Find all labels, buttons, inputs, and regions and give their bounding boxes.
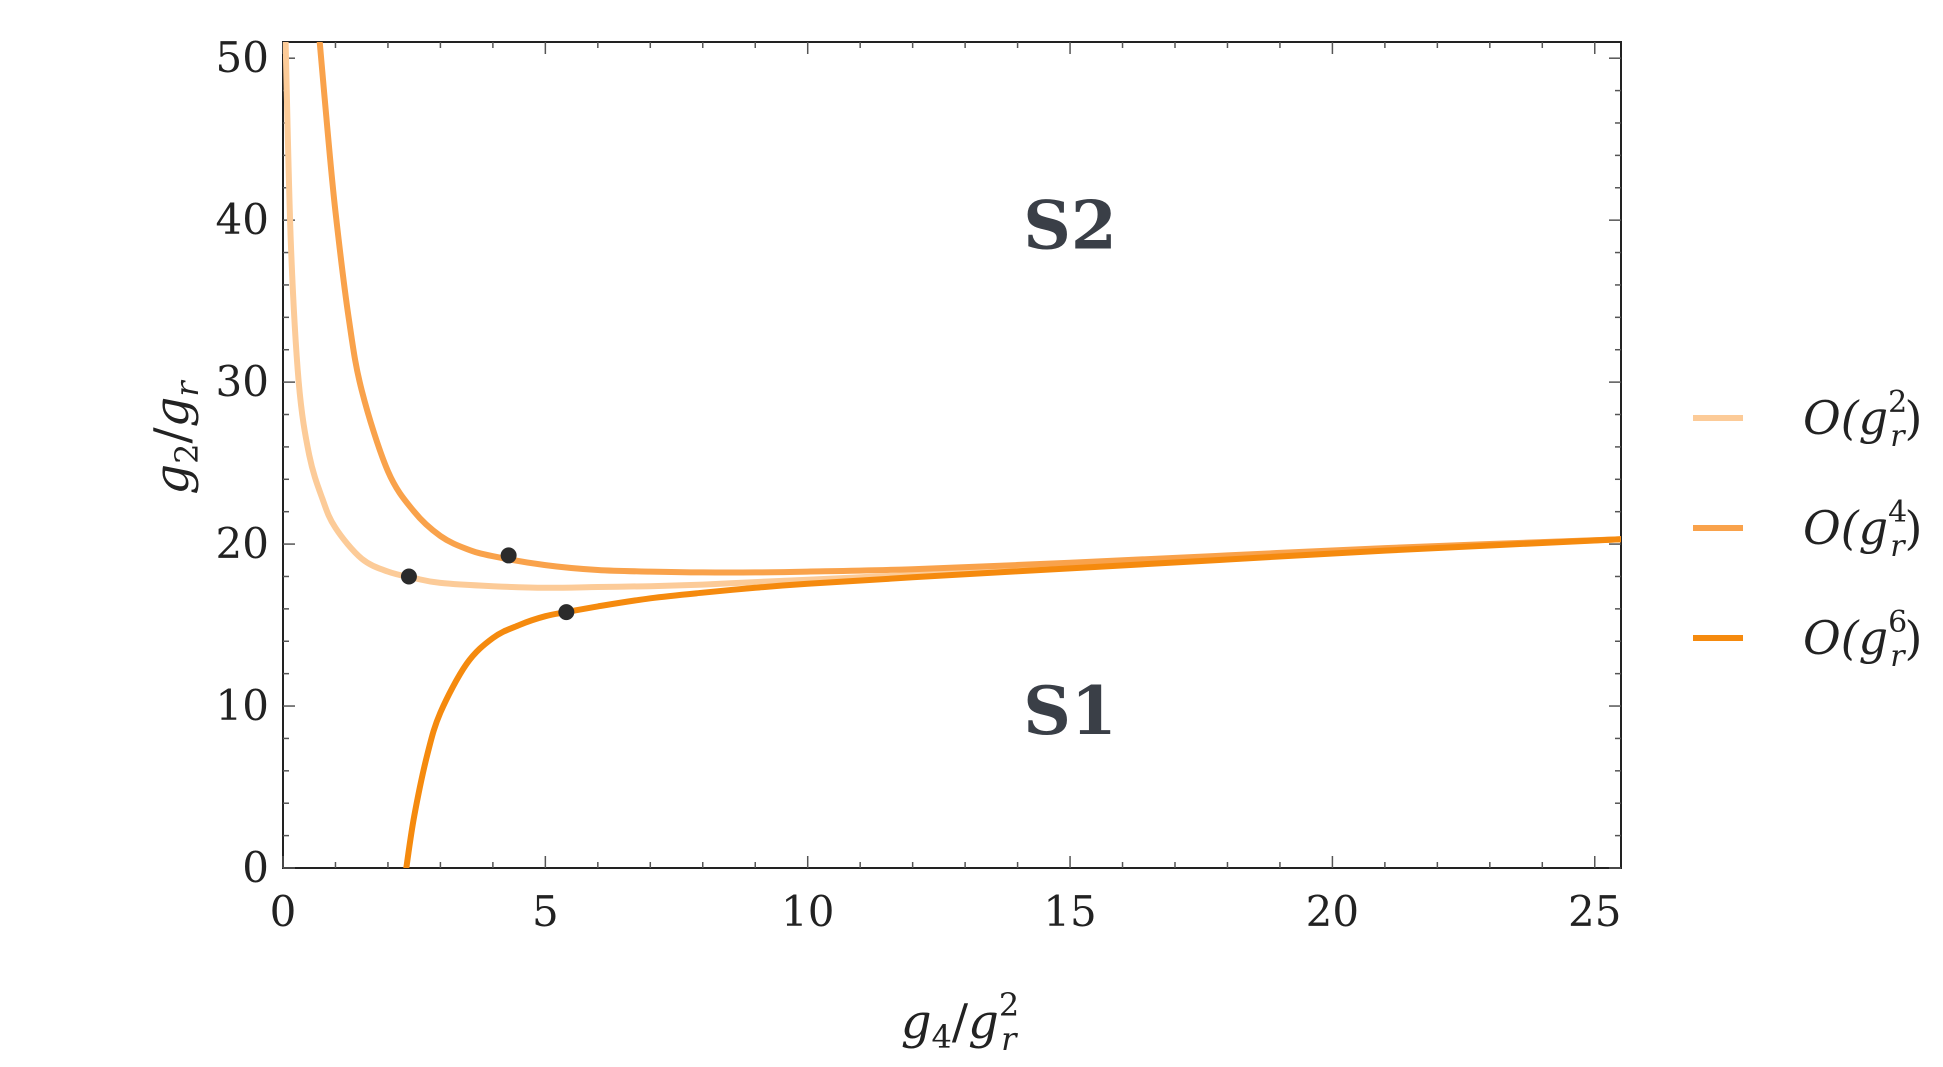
region-label-s1: S1	[1023, 672, 1117, 750]
legend-label-order6: O(g6 r)	[1803, 605, 1923, 674]
series-line-order2	[283, 42, 1621, 591]
plot-border	[282, 41, 1622, 869]
series-line-order4	[316, 42, 1621, 576]
x-tick-label: 0	[270, 887, 297, 936]
y-axis-label-sub: 2	[168, 444, 206, 464]
x-tick-label: 20	[1306, 887, 1359, 936]
marker-point-order6	[558, 604, 575, 621]
x-tick-label: 5	[532, 887, 559, 936]
marker-point-order4	[500, 547, 517, 564]
x-axis-label-sub: 4	[932, 1018, 952, 1056]
y-axis-label: g2/gr	[144, 380, 206, 495]
y-tick-label: 40	[216, 195, 269, 244]
x-axis-ticks: 0 5 10 15 20 25	[270, 42, 1621, 936]
x-tick-label: 15	[1043, 887, 1096, 936]
legend-item-order4: O(g4 r)	[1693, 495, 1923, 564]
y-tick-label: 20	[216, 519, 269, 568]
series-line-order6	[403, 536, 1621, 868]
legend-item-order6: O(g6 r)	[1693, 605, 1923, 674]
x-axis-label-sep: /	[952, 994, 969, 1050]
x-axis-label: g4/g2 r	[901, 986, 1019, 1058]
x-tick-label: 10	[781, 887, 834, 936]
y-tick-label: 50	[216, 33, 269, 82]
x-axis-label-base2: g	[968, 994, 999, 1050]
y-axis-label-sub2: r	[168, 380, 206, 397]
legend-label-order2: O(g2 r)	[1803, 385, 1923, 454]
plot-frame	[282, 41, 1622, 869]
y-axis-label-base2: g	[144, 397, 200, 428]
x-axis-label-sub2: r	[1001, 1020, 1018, 1058]
legend-item-order2: O(g2 r)	[1693, 385, 1923, 454]
x-axis-label-sup2: 2	[999, 986, 1019, 1024]
y-tick-label: 10	[216, 681, 269, 730]
y-tick-label: 0	[242, 843, 269, 892]
y-axis-label-base: g	[144, 464, 200, 495]
legend-label-order4: O(g4 r)	[1803, 495, 1923, 564]
legend: O(g2 r) O(g4 r) O(g6 r)	[1693, 385, 1923, 674]
marker-layer	[400, 547, 575, 621]
y-axis-ticks: 0 10 20 30 40 50	[216, 33, 1621, 892]
series-layer	[283, 42, 1621, 868]
y-axis-label-sep: /	[144, 427, 200, 444]
x-tick-label: 25	[1568, 887, 1621, 936]
region-label-s2: S2	[1023, 186, 1117, 264]
marker-point-order2	[400, 568, 417, 585]
y-tick-label: 30	[216, 357, 269, 406]
x-axis-label-base: g	[901, 994, 932, 1050]
